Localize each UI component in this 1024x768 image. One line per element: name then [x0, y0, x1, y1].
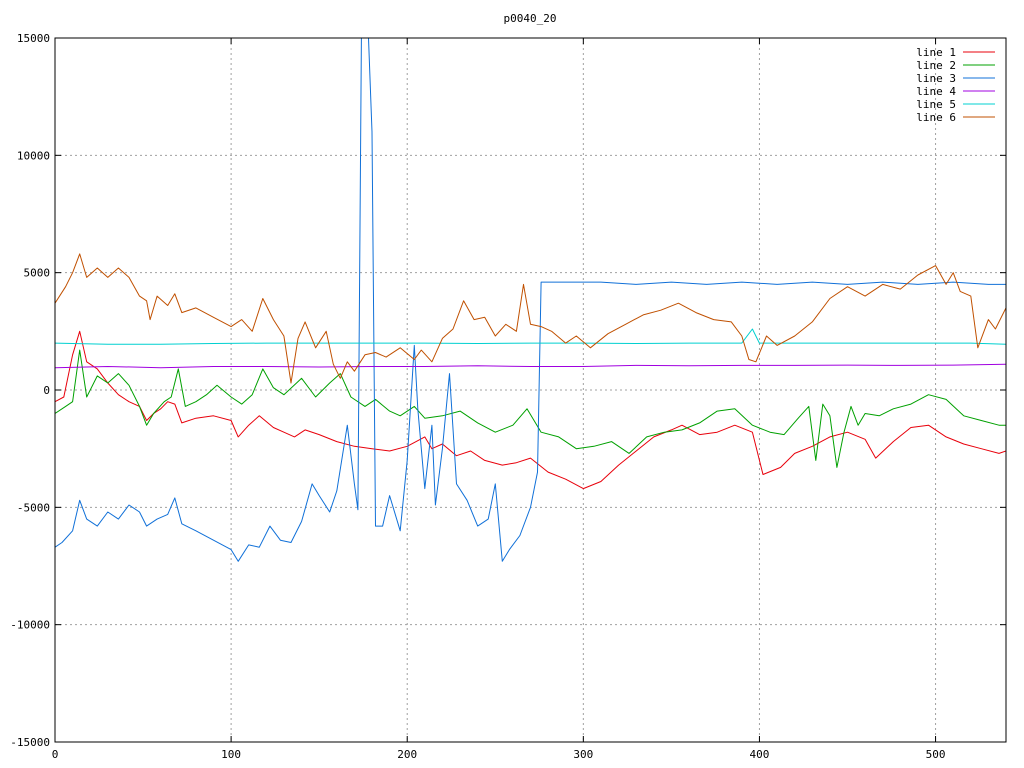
- series-line-3: [55, 38, 1006, 562]
- y-tick-label: 10000: [17, 149, 50, 162]
- y-tick-label: -5000: [17, 501, 50, 514]
- chart-title: p0040_20: [504, 12, 557, 25]
- x-tick-label: 100: [221, 748, 241, 761]
- legend-label: line 6: [916, 111, 956, 124]
- series-line-6: [55, 253, 1006, 384]
- y-tick-label: -10000: [10, 619, 50, 632]
- legend-label: line 2: [916, 59, 956, 72]
- series-line-5: [55, 328, 1006, 345]
- series-line-4: [55, 363, 1006, 369]
- x-tick-label: 300: [573, 748, 593, 761]
- x-tick-label: 400: [750, 748, 770, 761]
- grid-lines: [55, 38, 1006, 742]
- legend-label: line 3: [916, 72, 956, 85]
- y-tick-label: 15000: [17, 32, 50, 45]
- x-tick-label: 200: [397, 748, 417, 761]
- y-tick-label: 5000: [24, 267, 51, 280]
- y-tick-label: 0: [43, 384, 50, 397]
- legend-label: line 5: [916, 98, 956, 111]
- y-tick-label: -15000: [10, 736, 50, 749]
- series-line-1: [55, 330, 1006, 490]
- axis-ticks: -15000 -10000 -5000 0 5000 10000 15000 0 100 200 3…: [10, 32, 1006, 761]
- x-tick-label: 500: [926, 748, 946, 761]
- x-tick-label: 0: [52, 748, 59, 761]
- series-line-2: [55, 349, 1006, 468]
- plot-area: [55, 38, 1006, 562]
- legend-label: line 1: [916, 46, 956, 59]
- legend-label: line 4: [916, 85, 956, 98]
